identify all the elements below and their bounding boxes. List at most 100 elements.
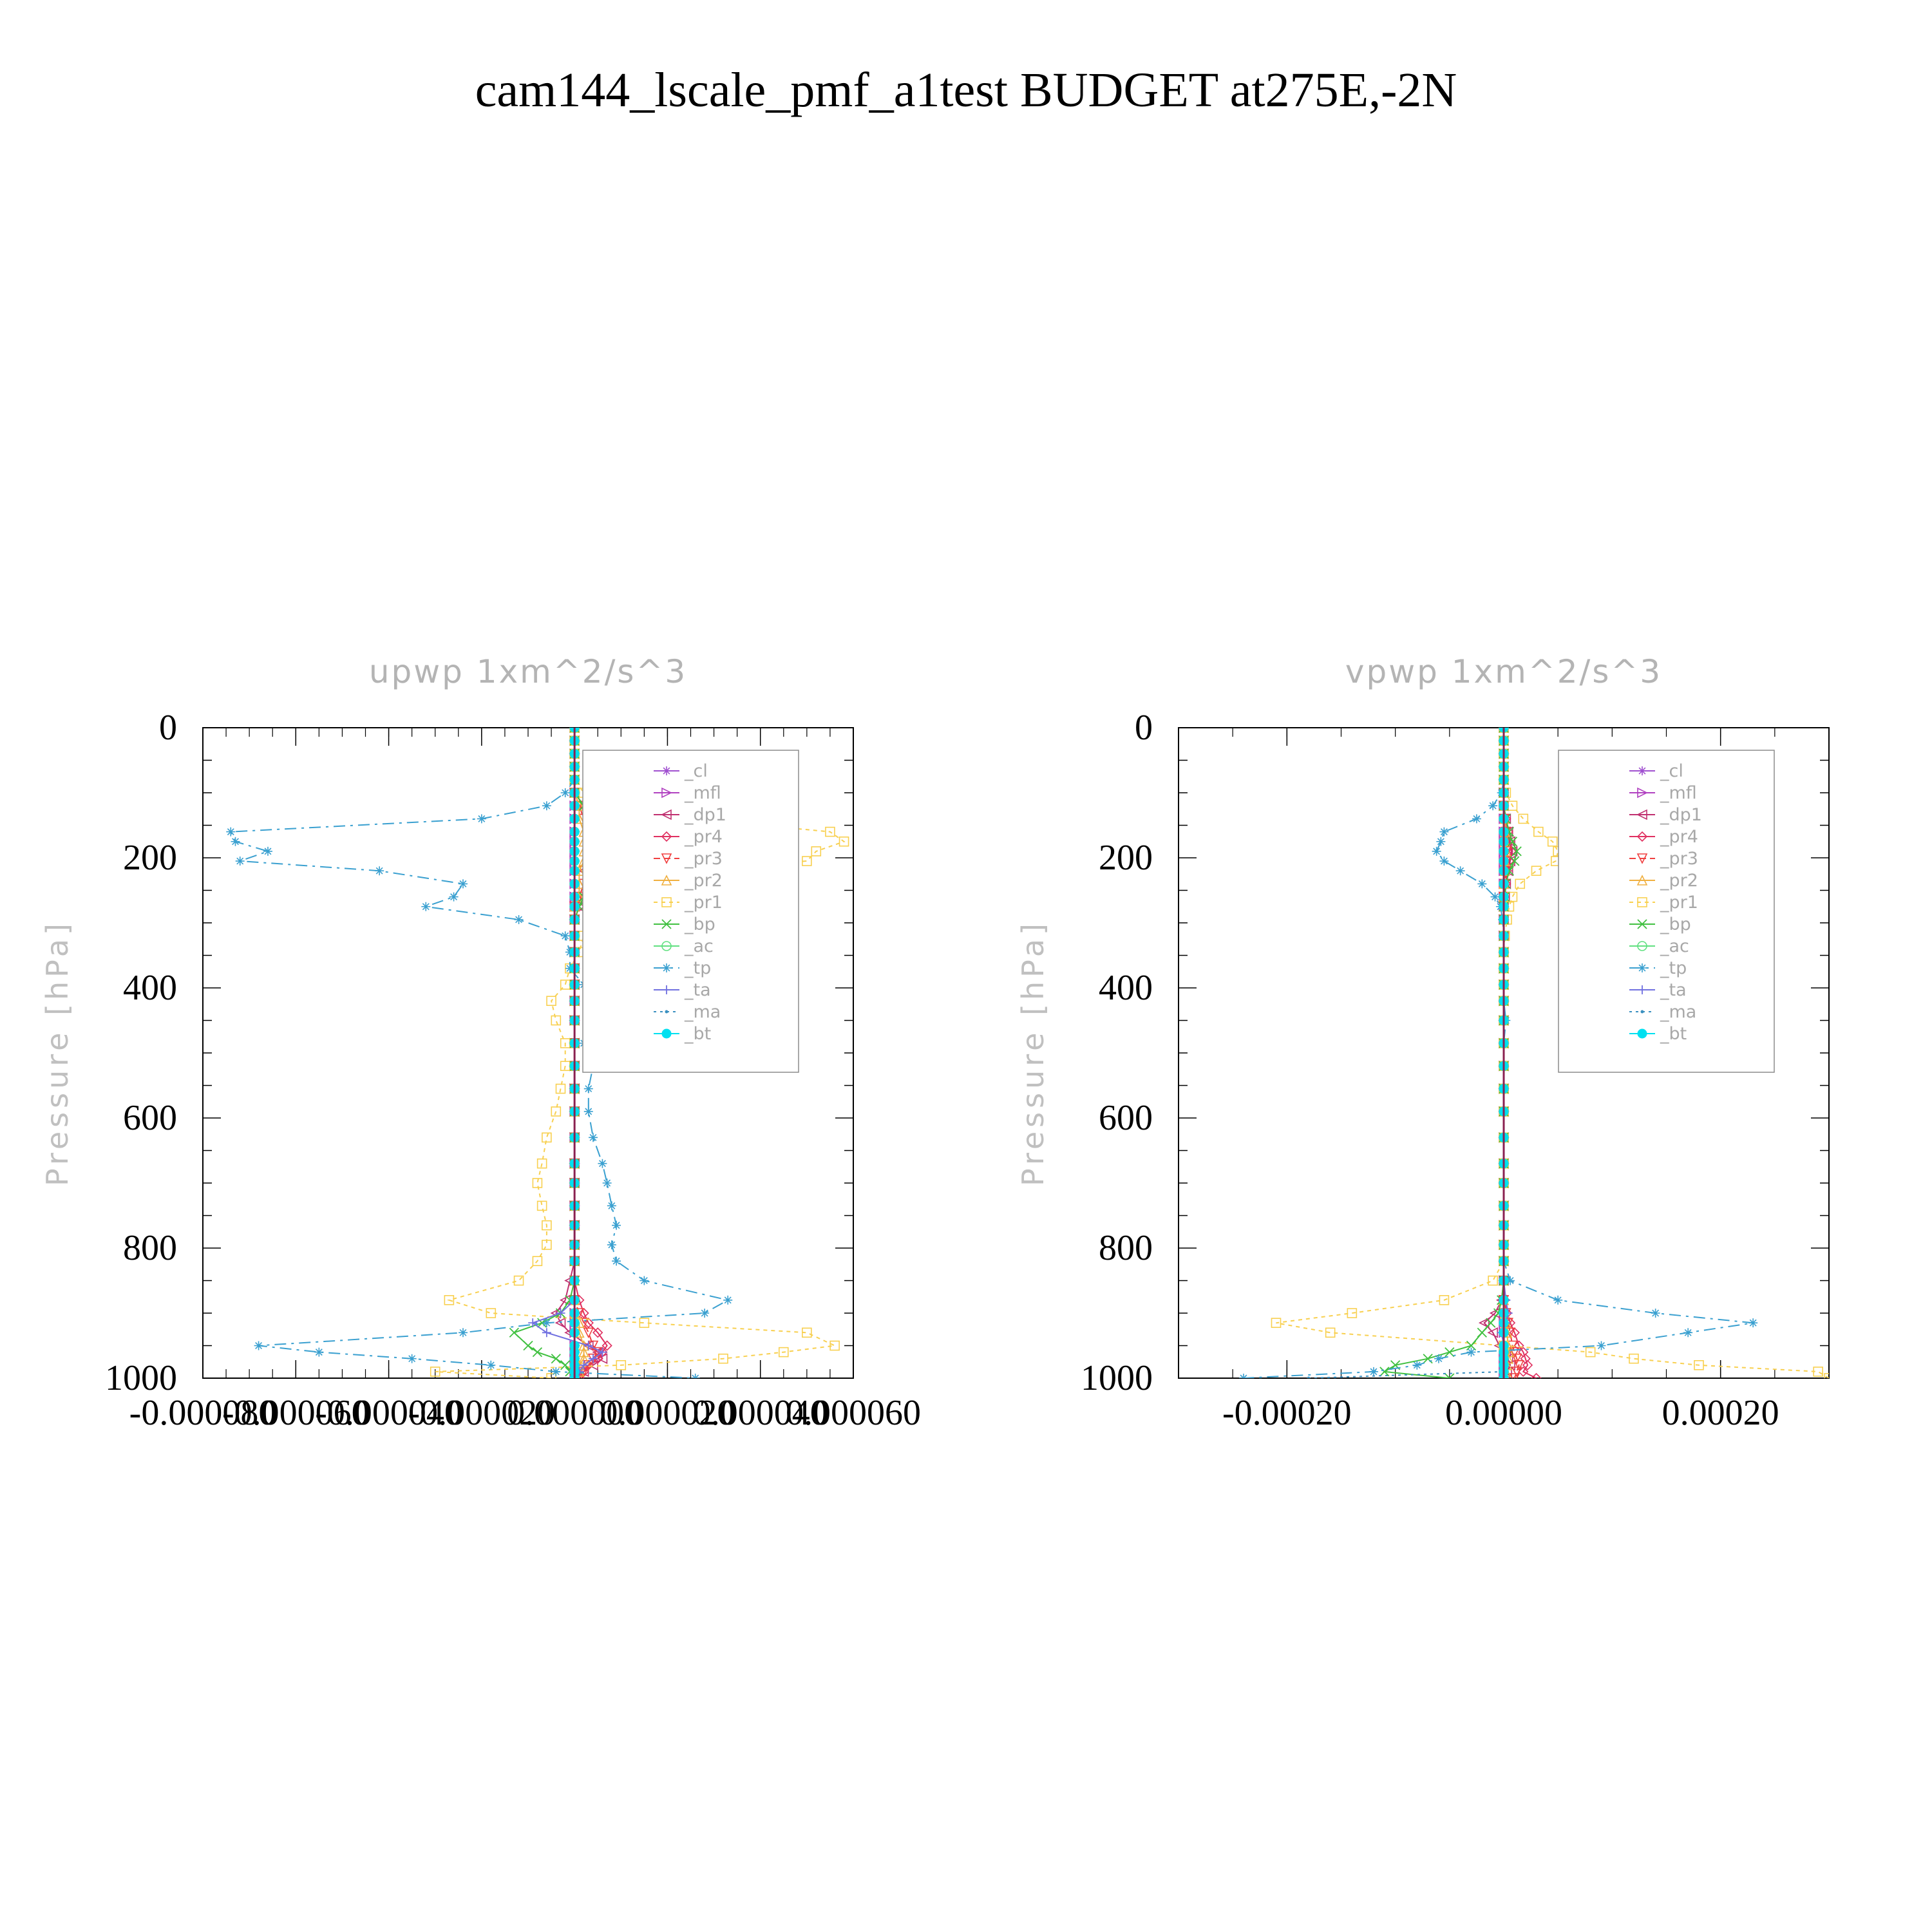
y-tick-label: 800	[123, 1228, 177, 1268]
legend-label: _ac	[684, 936, 714, 956]
data-point	[829, 1340, 840, 1351]
x-tick-label: 0.00000	[1445, 1393, 1562, 1433]
y-tick-label: 400	[123, 968, 177, 1008]
data-point	[778, 1347, 789, 1358]
data-point	[1439, 827, 1449, 837]
data-point	[542, 1240, 552, 1250]
legend-item: _ma	[654, 1002, 721, 1022]
data-point	[1379, 1367, 1390, 1377]
legend-item: _mfl	[654, 783, 721, 803]
data-point	[421, 902, 431, 911]
y-tick-label: 600	[123, 1098, 177, 1138]
data-point	[542, 1328, 551, 1338]
data-point	[598, 1159, 607, 1168]
data-point	[486, 1360, 496, 1370]
legend-item: _mfl	[1629, 783, 1697, 803]
x-tick-label: 0.000000	[507, 1393, 642, 1433]
chart-panel-vpwp: vpwp 1xm^2/s^3 Pressure [hPa] 0 200 400 600 80…	[1016, 653, 1830, 1433]
data-point	[560, 1360, 571, 1370]
data-point	[1748, 1318, 1758, 1328]
data-point	[579, 1360, 589, 1370]
y-tick-label: 0	[159, 708, 177, 748]
legend-item: _cl	[654, 761, 708, 781]
data-point	[612, 1220, 621, 1230]
legend-item: _pr1	[654, 893, 723, 913]
data-point	[1478, 1317, 1490, 1329]
legend-item: _pr3	[1629, 849, 1698, 869]
panel-title: vpwp 1xm^2/s^3	[1345, 653, 1662, 690]
data-point	[1651, 1309, 1660, 1318]
data-point	[1509, 1327, 1520, 1338]
data-point	[546, 1373, 556, 1378]
data-point	[1488, 801, 1498, 811]
data-point	[1585, 1347, 1596, 1358]
data-point	[1486, 1318, 1496, 1328]
data-point	[1506, 1276, 1515, 1285]
data-point	[513, 1275, 524, 1286]
data-point	[1518, 813, 1529, 824]
legend-item: _bp	[654, 914, 715, 934]
data-point	[612, 1256, 621, 1266]
legend-item: _ac	[1629, 936, 1689, 956]
data-point	[542, 1318, 551, 1328]
legend-item: _bt	[1629, 1024, 1687, 1044]
data-point	[583, 1318, 594, 1329]
data-point	[449, 892, 459, 902]
data-point	[532, 1256, 543, 1266]
legend-label: _mfl	[1660, 783, 1697, 803]
data-point	[514, 914, 524, 924]
data-point	[231, 837, 240, 846]
legend-item: _dp1	[1629, 805, 1702, 825]
data-point	[1507, 837, 1518, 847]
data-point	[583, 1327, 594, 1339]
x-tick-label: 0.00020	[1662, 1393, 1779, 1433]
x-tick-label: -0.000020	[408, 1393, 556, 1433]
data-point	[1444, 1347, 1455, 1358]
data-point	[583, 1084, 593, 1094]
data-point	[1439, 1295, 1450, 1305]
data-point	[825, 826, 835, 837]
data-point	[560, 788, 570, 797]
legend-label: _ta	[1660, 980, 1687, 1000]
y-axis-label: Pressure [hPa]	[40, 920, 75, 1186]
data-point	[1432, 846, 1441, 856]
y-axis-label: Pressure [hPa]	[1016, 920, 1050, 1186]
data-point	[1369, 1367, 1378, 1376]
data-point	[537, 1318, 547, 1328]
x-tick-label: 0.000020	[600, 1393, 735, 1433]
data-point	[1531, 866, 1542, 876]
data-point	[235, 857, 245, 866]
legend-label: _pr3	[1660, 849, 1698, 869]
data-point	[1522, 1359, 1533, 1370]
data-point	[1596, 1341, 1606, 1350]
data-point	[430, 1367, 440, 1377]
data-point	[1509, 1347, 1520, 1358]
data-point	[226, 827, 236, 837]
legend-item: _ma	[1629, 1002, 1696, 1022]
data-point	[542, 1132, 552, 1143]
y-tick-label: 400	[1099, 968, 1153, 1008]
data-point	[607, 1240, 616, 1249]
data-point	[523, 1340, 533, 1351]
data-point	[1683, 1328, 1693, 1338]
y-tick-label: 200	[1099, 838, 1153, 878]
data-point	[1513, 1360, 1524, 1371]
data-point	[528, 1318, 538, 1328]
data-point	[556, 1309, 565, 1318]
data-point	[1511, 1353, 1522, 1365]
legend-item: _tp	[654, 958, 711, 978]
data-point	[723, 1295, 733, 1305]
data-point	[486, 1308, 497, 1318]
data-point	[1547, 836, 1558, 847]
figure-title: cam144_lscale_pmf_a1test BUDGET at275E,-…	[475, 63, 1457, 117]
legend-label: _ac	[1660, 936, 1689, 956]
legend-item: _pr4	[1629, 827, 1698, 847]
data-point	[583, 1341, 593, 1350]
legend-label: _ma	[1660, 1002, 1696, 1022]
data-point	[1455, 866, 1465, 876]
legend-item: _ac	[654, 936, 714, 956]
legend-box	[582, 750, 799, 1073]
legend: _cl_mfl_dp1_pr4_pr3_pr2_pr1_bp_ac_tp_ta_…	[582, 750, 799, 1073]
data-point	[1436, 837, 1446, 846]
data-point	[546, 996, 556, 1006]
